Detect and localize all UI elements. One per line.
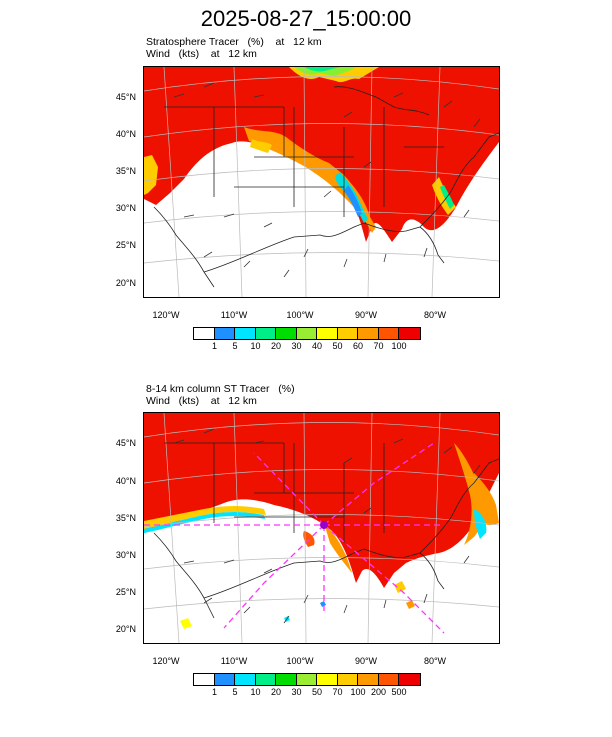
- panel2-lon-label: 80°W: [423, 656, 447, 666]
- panel1-lat-label: 35°N: [115, 166, 136, 176]
- panel2-map: [143, 412, 500, 644]
- colorbar-swatch: [194, 674, 215, 685]
- panel2-lat-label: 20°N: [115, 624, 136, 634]
- colorbar-label: 50: [311, 687, 322, 697]
- panel1-lon-label: 80°W: [423, 310, 447, 320]
- colorbar-swatch: [235, 674, 256, 685]
- colorbar-swatch: [399, 328, 420, 339]
- panel1-lon-label: 100°W: [286, 310, 314, 320]
- colorbar-swatch: [317, 328, 338, 339]
- panel2-colorbar: [193, 673, 421, 686]
- colorbar-swatch: [399, 674, 420, 685]
- figure-title: 2025-08-27_15:00:00: [200, 6, 412, 31]
- colorbar-label: 40: [311, 341, 322, 351]
- colorbar-label: 60: [352, 341, 363, 351]
- panel2-lon-label: 120°W: [152, 656, 180, 666]
- panel2-lon-label: 90°W: [354, 656, 378, 666]
- colorbar-swatch: [255, 674, 276, 685]
- panel1-lat-label: 40°N: [115, 129, 136, 139]
- panel2-header-wind: Wind (kts) at 12 km: [146, 395, 257, 407]
- panel2-lat-label: 45°N: [115, 438, 136, 448]
- colorbar-label: 10: [250, 341, 261, 351]
- panel2-lat-label: 25°N: [115, 587, 136, 597]
- colorbar-swatch: [194, 328, 215, 339]
- colorbar-label: 1: [211, 341, 217, 351]
- colorbar-label: 70: [373, 341, 384, 351]
- panel1-lat-label: 25°N: [115, 240, 136, 250]
- colorbar-swatch: [378, 674, 399, 685]
- panel1-map-graphic: [144, 67, 499, 297]
- panel1-colorbar: [193, 327, 421, 340]
- colorbar-swatch: [214, 674, 235, 685]
- colorbar-label: 100: [391, 341, 407, 351]
- colorbar-label: 10: [250, 687, 261, 697]
- colorbar-swatch: [214, 328, 235, 339]
- colorbar-swatch: [337, 328, 358, 339]
- colorbar-label: 200: [370, 687, 387, 697]
- colorbar-swatch: [358, 328, 379, 339]
- colorbar-swatch: [358, 674, 379, 685]
- colorbar-swatch: [276, 674, 297, 685]
- colorbar-label: 30: [291, 341, 302, 351]
- colorbar-label: 1: [211, 687, 217, 697]
- panel1-map: [143, 66, 500, 298]
- panel2-header-variable: 8-14 km column ST Tracer (%): [146, 383, 295, 395]
- panel2-lon-label: 110°W: [220, 656, 248, 666]
- colorbar-label: 500: [391, 687, 407, 697]
- colorbar-swatch: [255, 328, 276, 339]
- panel1-lat-label: 30°N: [115, 203, 136, 213]
- panel1-header-variable: Stratosphere Tracer (%) at 12 km: [146, 36, 322, 48]
- colorbar-swatch: [276, 328, 297, 339]
- colorbar-label: 5: [232, 341, 238, 351]
- colorbar-label: 50: [332, 341, 343, 351]
- colorbar-swatch: [296, 674, 317, 685]
- panel1-lon-label: 110°W: [220, 310, 248, 320]
- colorbar-label: 100: [350, 687, 366, 697]
- colorbar-swatch: [378, 328, 399, 339]
- panel1-lon-label: 90°W: [354, 310, 378, 320]
- colorbar-swatch: [235, 328, 256, 339]
- colorbar-label: 70: [332, 687, 343, 697]
- panel1-lon-label: 120°W: [152, 310, 180, 320]
- colorbar-label: 30: [291, 687, 302, 697]
- panel2-lat-label: 30°N: [115, 550, 136, 560]
- colorbar-swatch: [317, 674, 338, 685]
- colorbar-swatch: [337, 674, 358, 685]
- panel1-header-wind: Wind (kts) at 12 km: [146, 48, 257, 60]
- panel1-lat-label: 20°N: [115, 278, 136, 288]
- panel1-lat-label: 45°N: [115, 92, 136, 102]
- panel2-lat-label: 40°N: [115, 476, 136, 486]
- panel2-lat-label: 35°N: [115, 513, 136, 523]
- panel2-map-graphic: [144, 413, 499, 643]
- colorbar-swatch: [296, 328, 317, 339]
- colorbar-label: 5: [232, 687, 238, 697]
- panel2-lon-label: 100°W: [286, 656, 314, 666]
- colorbar-label: 20: [270, 687, 281, 697]
- colorbar-label: 20: [270, 341, 281, 351]
